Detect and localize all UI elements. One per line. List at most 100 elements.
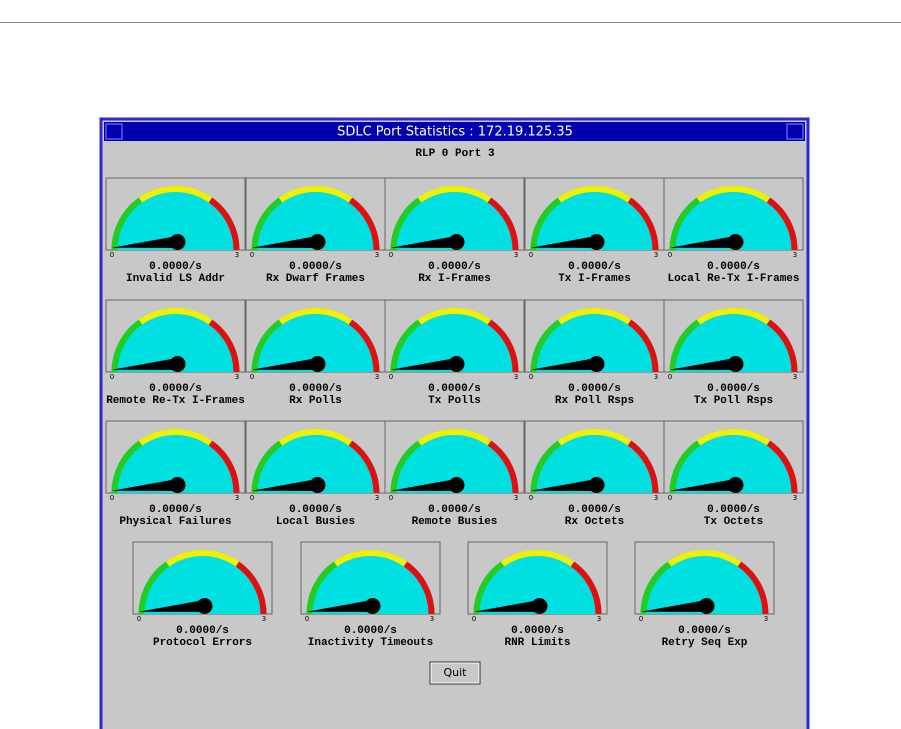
gauge-reading: 0.0000/s bbox=[707, 383, 760, 395]
gauge-pivot bbox=[169, 356, 186, 372]
gauge-reading: 0.0000/s bbox=[289, 504, 342, 516]
gauge-zone-red bbox=[570, 561, 602, 615]
gauge-face bbox=[390, 308, 519, 372]
gauge-zone-red bbox=[208, 319, 240, 373]
gauge-zone-yellow bbox=[696, 429, 771, 446]
gauge-zone-green bbox=[111, 440, 143, 494]
gauge-needle bbox=[111, 236, 179, 248]
gauge-zone-red bbox=[487, 440, 519, 494]
gauge-zone-green bbox=[390, 197, 422, 251]
window-menu-button[interactable] bbox=[105, 123, 123, 140]
gauge-name: Rx Polls bbox=[289, 395, 342, 407]
gauge-zone-yellow bbox=[500, 550, 575, 567]
gauge-scale-max: 3 bbox=[793, 251, 797, 259]
gauge-zone-red bbox=[627, 440, 659, 494]
gauge-scale-min: 0 bbox=[250, 251, 254, 259]
window-resize-button[interactable] bbox=[786, 123, 804, 140]
gauge-pivot bbox=[727, 356, 744, 372]
gauge-zone-red bbox=[766, 319, 798, 373]
gauge-reading: 0.0000/s bbox=[289, 261, 342, 273]
gauge-zone-yellow bbox=[417, 429, 492, 446]
gauge-reading: 0.0000/s bbox=[176, 625, 229, 637]
gauge-zone-yellow bbox=[696, 308, 771, 325]
gauge-scale-min: 0 bbox=[137, 615, 141, 623]
gauge-zone-red bbox=[627, 319, 659, 373]
gauge-zone-green bbox=[138, 561, 170, 615]
quit-button-label[interactable]: Quit bbox=[444, 666, 468, 679]
gauge-zone-green bbox=[111, 319, 143, 373]
gauge-name: Rx Poll Rsps bbox=[555, 395, 634, 407]
gauge-scale-min: 0 bbox=[389, 251, 393, 259]
gauge-zone-red bbox=[487, 319, 519, 373]
gauge-face bbox=[390, 429, 519, 493]
gauge-zone-red bbox=[208, 197, 240, 251]
gauge-scale-max: 3 bbox=[597, 615, 601, 623]
gauge-name: Rx I-Frames bbox=[418, 273, 491, 285]
gauge-scale-max: 3 bbox=[235, 494, 239, 502]
gauge-name: Protocol Errors bbox=[153, 637, 252, 649]
gauge-face bbox=[251, 186, 380, 250]
gauge-reading: 0.0000/s bbox=[568, 261, 621, 273]
gauge-zone-yellow bbox=[417, 308, 492, 325]
gauge-reading: 0.0000/s bbox=[149, 383, 202, 395]
gauge-pivot bbox=[309, 477, 326, 493]
gauge-face bbox=[530, 429, 659, 493]
gauge-zone-green bbox=[306, 561, 338, 615]
gauge-reading: 0.0000/s bbox=[568, 383, 621, 395]
gauge-needle bbox=[530, 236, 598, 248]
gauge-zone-green bbox=[669, 319, 701, 373]
gauge-name: Retry Seq Exp bbox=[662, 637, 748, 649]
gauge-face bbox=[306, 550, 435, 614]
gauge-zone-red bbox=[348, 197, 380, 251]
gauge-zone-yellow bbox=[278, 308, 353, 325]
gauge-scale-min: 0 bbox=[389, 373, 393, 381]
gauge-needle bbox=[530, 479, 598, 491]
gauge-zone-green bbox=[640, 561, 672, 615]
gauge-zone-green bbox=[530, 319, 562, 373]
gauge-scale-min: 0 bbox=[110, 251, 114, 259]
gauge-name: Tx Octets bbox=[704, 516, 763, 528]
gauge-name: RNR Limits bbox=[504, 637, 570, 649]
gauge-needle bbox=[473, 600, 541, 612]
gauge-zone-red bbox=[737, 561, 769, 615]
gauge-zone-red bbox=[348, 319, 380, 373]
gauge-reading: 0.0000/s bbox=[149, 504, 202, 516]
gauge-scale-min: 0 bbox=[668, 251, 672, 259]
gauge-zone-red bbox=[208, 440, 240, 494]
gauge-face bbox=[530, 308, 659, 372]
gauge-face bbox=[390, 186, 519, 250]
gauge-zone-red bbox=[403, 561, 435, 615]
gauge-needle bbox=[530, 358, 598, 370]
gauge-scale-min: 0 bbox=[305, 615, 309, 623]
gauge-reading: 0.0000/s bbox=[511, 625, 564, 637]
gauge-scale-min: 0 bbox=[110, 494, 114, 502]
gauge-scale-max: 3 bbox=[375, 494, 379, 502]
gauge-name: Local Re-Tx I-Frames bbox=[667, 273, 799, 285]
gauge-scale-max: 3 bbox=[793, 494, 797, 502]
gauge-face bbox=[530, 186, 659, 250]
quit-button[interactable] bbox=[429, 661, 481, 685]
gauge-zone-green bbox=[530, 197, 562, 251]
gauge-zone-yellow bbox=[696, 186, 771, 203]
gauge-scale-max: 3 bbox=[654, 251, 658, 259]
gauge-scale-max: 3 bbox=[235, 373, 239, 381]
gauge-scale-max: 3 bbox=[430, 615, 434, 623]
gauge-name: Tx Polls bbox=[428, 395, 481, 407]
title-bar[interactable] bbox=[104, 122, 805, 141]
gauge-zone-red bbox=[627, 197, 659, 251]
gauge-zone-green bbox=[251, 319, 283, 373]
gauge-name: Inactivity Timeouts bbox=[308, 637, 433, 649]
gauge-reading: 0.0000/s bbox=[678, 625, 731, 637]
gauge-name: Tx I-Frames bbox=[558, 273, 631, 285]
gauge-pivot bbox=[169, 477, 186, 493]
gauge-pivot bbox=[196, 598, 213, 614]
gauge-face bbox=[111, 308, 240, 372]
gauge-scale-max: 3 bbox=[654, 494, 658, 502]
gauge-needle bbox=[640, 600, 708, 612]
gauge-needle bbox=[251, 479, 319, 491]
gauge-zone-yellow bbox=[667, 550, 742, 567]
gauge-needle bbox=[669, 358, 737, 370]
gauge-zone-yellow bbox=[557, 308, 632, 325]
gauge-name: Remote Re-Tx I-Frames bbox=[106, 395, 245, 407]
